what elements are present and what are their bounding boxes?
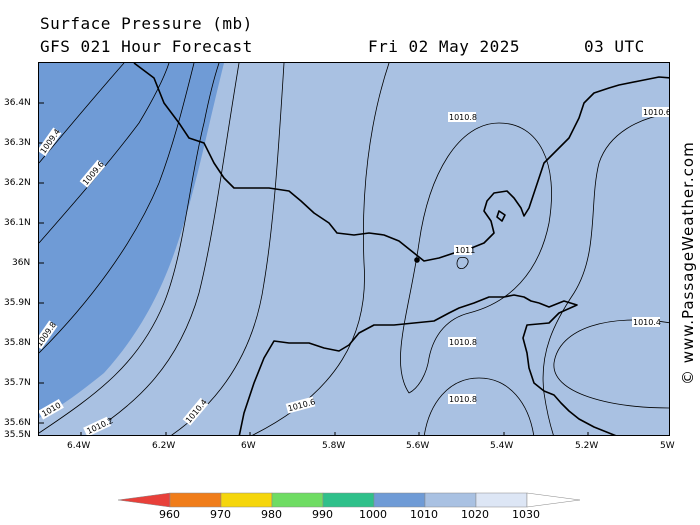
coastline-small-islet <box>496 210 506 222</box>
lat-label: 36N <box>12 258 31 268</box>
scale-arrow-low <box>118 492 171 508</box>
lon-label: 6W <box>241 441 256 451</box>
coastline-morocco-north <box>238 294 540 435</box>
scale-label: 1010 <box>410 508 438 521</box>
lon-label: 5.6W <box>406 441 430 451</box>
isobar-label: 1010.6 <box>643 108 670 117</box>
lat-label: 35.9N <box>4 298 31 308</box>
isobar-label: 1011 <box>455 246 475 255</box>
lat-label: 36.1N <box>4 218 31 228</box>
lat-label: 36.2N <box>4 178 31 188</box>
coastline-morocco-east <box>522 300 617 435</box>
forecast-subtitle: GFS 021 Hour Forecast <box>40 37 253 56</box>
lat-label: 35.7N <box>4 378 31 388</box>
scale-swatch <box>220 492 273 508</box>
scale-label: 990 <box>312 508 333 521</box>
isobar-1010 <box>39 63 220 434</box>
isobar-1010-6-east <box>542 112 669 435</box>
isobar-1009-8 <box>39 63 195 354</box>
scale-label: 1030 <box>512 508 540 521</box>
isobar-1010-4 <box>171 63 285 435</box>
forecast-time: 03 UTC <box>584 37 645 56</box>
scale-label: 980 <box>261 508 282 521</box>
isobar-1010-6 <box>251 63 390 435</box>
lat-label: 36.3N <box>4 138 31 148</box>
map-title: Surface Pressure (mb) <box>40 14 253 33</box>
lon-label: 6.2W <box>152 441 176 451</box>
isobar-label: 1010.8 <box>449 338 477 347</box>
lat-label: 36.4N <box>4 98 31 108</box>
isobar-1010-4-east <box>553 319 669 409</box>
scale-swatch <box>322 492 375 508</box>
scale-swatch <box>373 492 426 508</box>
isobars <box>39 63 669 435</box>
scale-label: 960 <box>159 508 180 521</box>
scale-label: 1000 <box>359 508 387 521</box>
lat-label: 35.6N <box>4 418 31 428</box>
scale-swatch <box>475 492 528 508</box>
lon-label: 6.4W <box>67 441 91 451</box>
scale-swatch <box>169 492 222 508</box>
isobar-label: 1010.8 <box>449 113 477 122</box>
scale-label: 970 <box>210 508 231 521</box>
scale-arrow-high <box>526 492 581 508</box>
pressure-map: 1009.4 1009.6 1009.8 1010 1010.2 1010.4 … <box>38 62 670 436</box>
lon-label: 5.4W <box>490 441 514 451</box>
isobar-1011 <box>456 256 469 270</box>
lat-label: 35.8N <box>4 338 31 348</box>
isobar-1010-8-north <box>400 122 552 394</box>
scale-swatch <box>424 492 477 508</box>
ceuta-point <box>414 257 420 263</box>
lon-label: 5.2W <box>575 441 599 451</box>
lat-label: 35.5N <box>4 430 31 440</box>
pressure-color-scale <box>118 492 581 508</box>
watermark-credit: © www.PassageWeather.com <box>679 141 697 385</box>
isobar-1009-6 <box>39 63 170 244</box>
scale-swatch <box>271 492 324 508</box>
isobar-label: 1010.8 <box>449 395 477 404</box>
lon-label: 5W <box>660 441 675 451</box>
isobar-1010-8-south <box>423 377 535 435</box>
scale-label: 1020 <box>461 508 489 521</box>
isobar-label: 1010.4 <box>633 318 661 327</box>
isobar-1010-2 <box>86 63 240 435</box>
map-canvas: 1009.4 1009.6 1009.8 1010 1010.2 1010.4 … <box>39 63 670 435</box>
low-pressure-band <box>39 63 224 418</box>
lon-label: 5.8W <box>322 441 346 451</box>
forecast-date: Fri 02 May 2025 <box>368 37 520 56</box>
